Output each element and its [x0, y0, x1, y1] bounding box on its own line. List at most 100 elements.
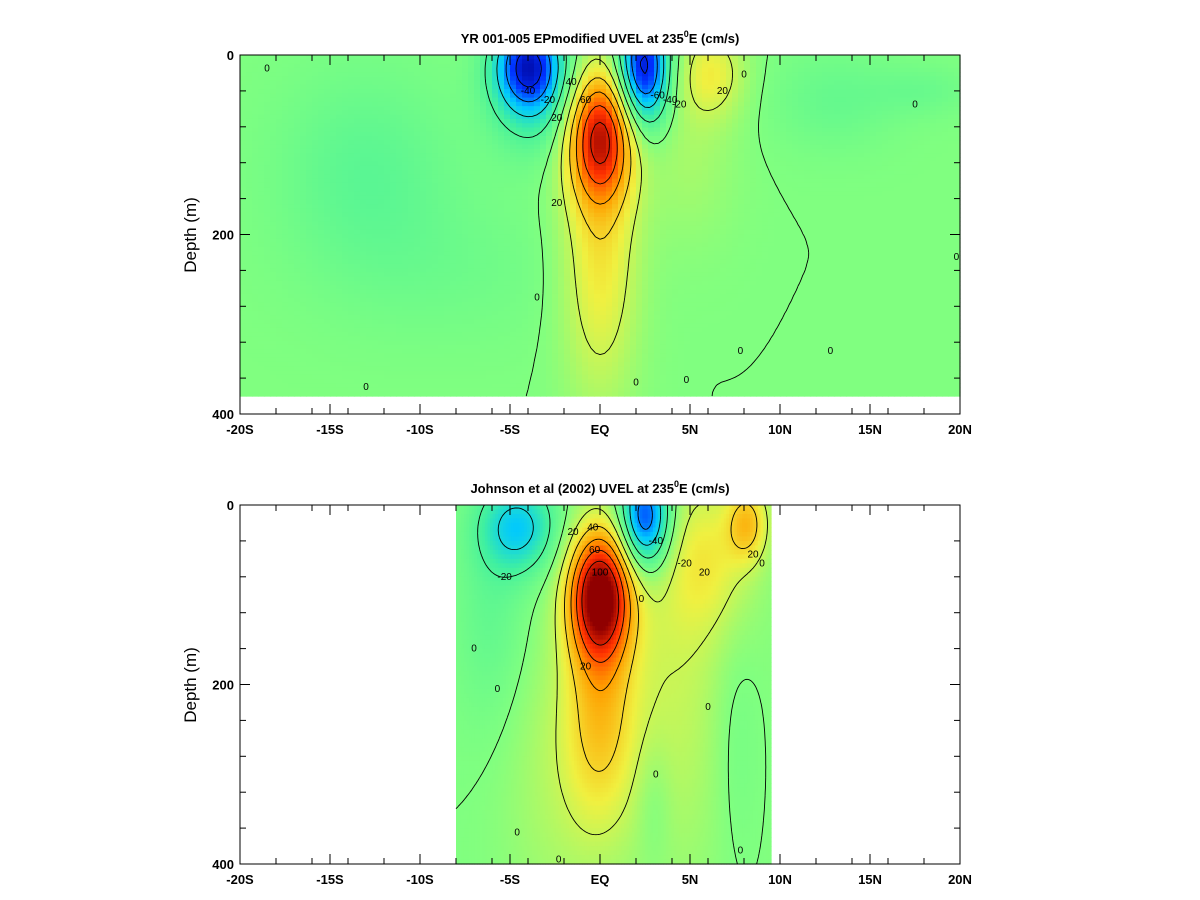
- heatmap-cell: [300, 98, 307, 103]
- heatmap-cell: [804, 208, 811, 213]
- heatmap-cell: [768, 204, 775, 209]
- heatmap-cell: [876, 204, 883, 209]
- heatmap-cell: [918, 153, 925, 158]
- heatmap-cell: [948, 68, 955, 73]
- heatmap-cell: [504, 162, 511, 167]
- heatmap-cell: [378, 123, 385, 128]
- heatmap-cell: [474, 110, 481, 115]
- heatmap-cell: [504, 204, 511, 209]
- heatmap-cell: [570, 230, 577, 235]
- heatmap-cell: [744, 221, 751, 226]
- heatmap-cell: [252, 213, 259, 218]
- heatmap-cell: [474, 64, 481, 69]
- heatmap-cell: [522, 123, 529, 128]
- heatmap-cell: [918, 132, 925, 137]
- heatmap-cell: [912, 204, 919, 209]
- heatmap-cell: [702, 89, 709, 94]
- heatmap-cell: [846, 226, 853, 231]
- heatmap-cell: [324, 221, 331, 226]
- heatmap-cell: [450, 208, 457, 213]
- heatmap-cell: [702, 81, 709, 86]
- heatmap-cell: [708, 170, 715, 175]
- heatmap-cell: [900, 204, 907, 209]
- heatmap-cell: [312, 119, 319, 124]
- heatmap-cell: [648, 136, 655, 141]
- heatmap-cell: [504, 221, 511, 226]
- heatmap-cell: [822, 98, 829, 103]
- heatmap-cell: [510, 196, 517, 201]
- heatmap-cell: [798, 85, 805, 90]
- heatmap-cell: [774, 76, 781, 81]
- heatmap-cell: [282, 230, 289, 235]
- heatmap-cell: [906, 76, 913, 81]
- heatmap-cell: [330, 208, 337, 213]
- heatmap-cell: [744, 217, 751, 222]
- heatmap-cell: [942, 76, 949, 81]
- heatmap-cell: [744, 64, 751, 69]
- heatmap-cell: [414, 136, 421, 141]
- heatmap-cell: [522, 187, 529, 192]
- heatmap-cell: [588, 217, 595, 222]
- heatmap-cell: [804, 145, 811, 150]
- heatmap-cell: [702, 187, 709, 192]
- heatmap-cell: [312, 110, 319, 115]
- heatmap-cell: [774, 196, 781, 201]
- heatmap-cell: [402, 89, 409, 94]
- heatmap-cell: [492, 230, 499, 235]
- heatmap-cell: [432, 196, 439, 201]
- heatmap-cell: [468, 55, 475, 60]
- heatmap-cell: [372, 136, 379, 141]
- heatmap-cell: [798, 127, 805, 132]
- heatmap-cell: [882, 149, 889, 154]
- heatmap-cell: [798, 145, 805, 150]
- heatmap-cell: [462, 170, 469, 175]
- heatmap-cell: [510, 115, 517, 120]
- heatmap-cell: [240, 106, 247, 111]
- heatmap-cell: [252, 115, 259, 120]
- heatmap-cell: [246, 157, 253, 162]
- heatmap-cell: [648, 170, 655, 175]
- heatmap-cell: [414, 110, 421, 115]
- heatmap-cell: [942, 174, 949, 179]
- heatmap-cell: [300, 204, 307, 209]
- heatmap-cell: [666, 196, 673, 201]
- heatmap-cell: [372, 106, 379, 111]
- heatmap-cell: [396, 119, 403, 124]
- heatmap-cell: [570, 226, 577, 231]
- heatmap-cell: [366, 221, 373, 226]
- heatmap-cell: [852, 93, 859, 98]
- heatmap-cell: [804, 110, 811, 115]
- heatmap-cell: [468, 196, 475, 201]
- heatmap-cell: [684, 119, 691, 124]
- heatmap-cell: [246, 76, 253, 81]
- heatmap-cell: [324, 191, 331, 196]
- heatmap-cell: [468, 179, 475, 184]
- heatmap-cell: [474, 183, 481, 188]
- heatmap-cell: [444, 230, 451, 235]
- heatmap-cell: [732, 119, 739, 124]
- heatmap-cell: [750, 136, 757, 141]
- heatmap-cell: [420, 119, 427, 124]
- heatmap-cell: [534, 200, 541, 205]
- heatmap-cell: [276, 187, 283, 192]
- heatmap-cell: [528, 200, 535, 205]
- heatmap-cell: [468, 217, 475, 222]
- heatmap-cell: [918, 174, 925, 179]
- heatmap-cell: [462, 149, 469, 154]
- heatmap-cell: [750, 89, 757, 94]
- heatmap-cell: [900, 64, 907, 69]
- heatmap-cell: [240, 213, 247, 218]
- heatmap-cell: [258, 179, 265, 184]
- heatmap-cell: [318, 200, 325, 205]
- heatmap-cell: [948, 59, 955, 64]
- heatmap-cell: [684, 93, 691, 98]
- heatmap-cell: [510, 204, 517, 209]
- heatmap-cell: [702, 85, 709, 90]
- heatmap-cell: [348, 89, 355, 94]
- heatmap-cell: [360, 208, 367, 213]
- heatmap-cell: [246, 166, 253, 171]
- heatmap-cell: [414, 200, 421, 205]
- heatmap-cell: [468, 136, 475, 141]
- heatmap-cell: [654, 157, 661, 162]
- heatmap-cell: [882, 191, 889, 196]
